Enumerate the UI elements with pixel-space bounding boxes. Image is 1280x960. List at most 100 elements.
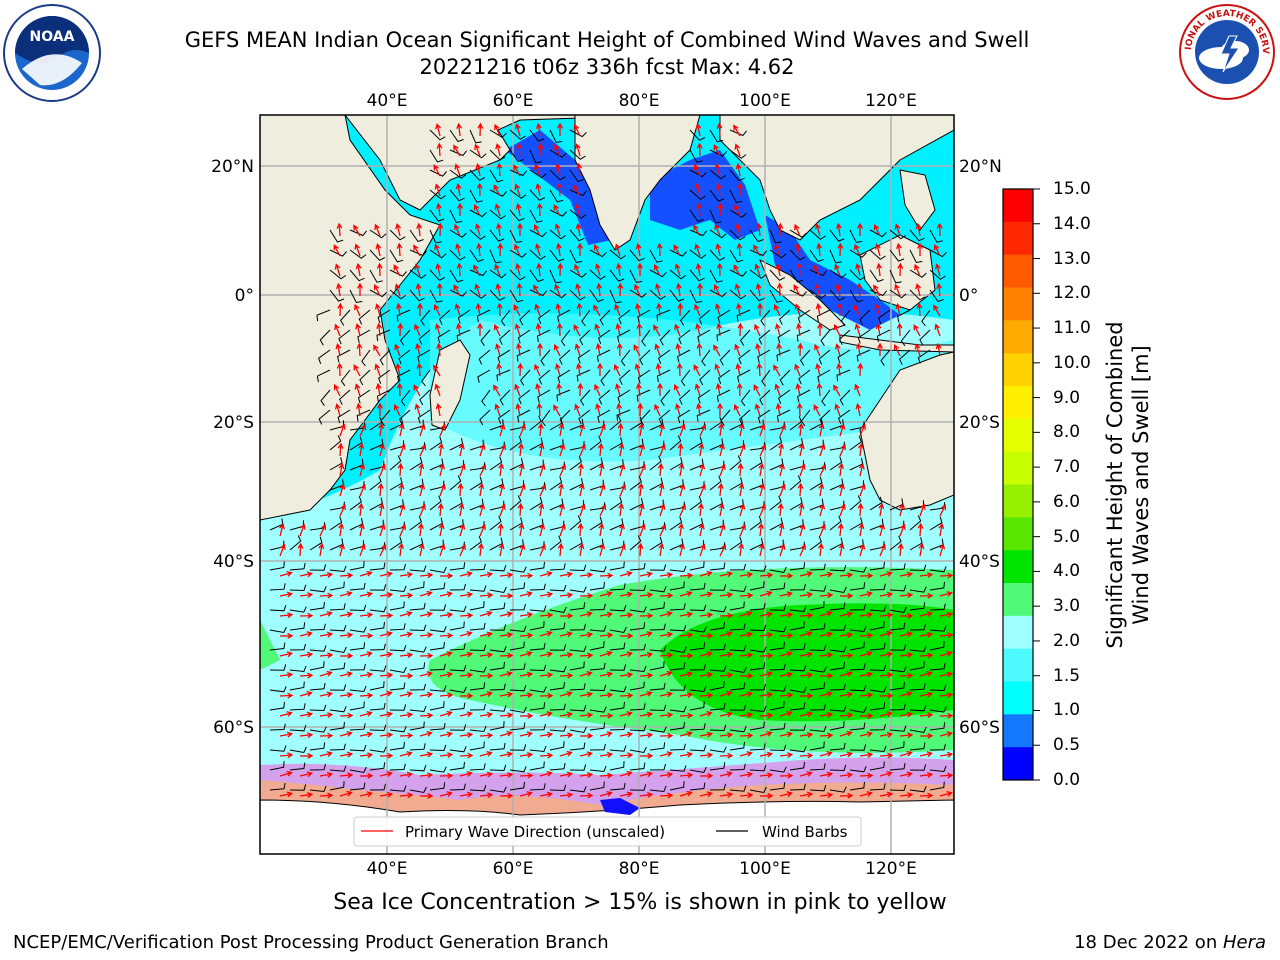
wind-barb [716,389,731,403]
wind-barb [617,389,631,404]
wave-arrow [476,182,483,197]
wind-barb [469,209,487,218]
lat-tick-right-60s: 60°S [959,718,1000,738]
wind-barb [829,229,845,242]
wind-barb [820,329,831,346]
wind-barb [909,661,925,671]
wave-arrow [559,750,573,757]
wind-barb [449,746,467,753]
wave-arrow [919,572,934,578]
wind-barb [609,642,626,651]
wind-barb [338,389,351,405]
wave-arrow [638,422,645,437]
wave-arrow [897,542,904,557]
wave-arrow [319,652,334,659]
wave-arrow [739,592,754,599]
wind-barb [869,229,887,238]
wind-barb [739,329,751,346]
wave-arrow [479,750,493,757]
wave-arrow [439,632,454,639]
wave-arrow [654,343,661,357]
wave-arrow [899,571,914,578]
wave-arrow [379,631,393,637]
wave-arrow [598,522,605,537]
wave-arrow [839,592,854,599]
wave-arrow [539,612,554,619]
wave-arrow [459,692,474,699]
wind-barb [509,582,526,591]
wind-barb [569,645,587,653]
wind-barb [469,249,484,263]
wind-barb [769,782,786,791]
wind-barb [609,604,627,612]
wave-arrow [553,404,561,417]
wind-barb [569,564,587,572]
wind-barb [869,745,887,753]
wind-barb [776,409,791,423]
wave-arrow [619,770,633,777]
wind-barb [729,477,743,491]
wave-arrow [716,322,723,337]
wave-arrow [334,403,341,417]
wave-arrow [575,222,582,237]
wave-arrow [519,731,534,738]
wave-arrow [417,522,424,537]
wind-barb [649,661,665,671]
wind-barb [609,561,625,571]
wave-arrow [319,771,334,778]
wind-barb [816,309,831,323]
wave-arrow [699,731,714,738]
wind-barb [889,584,907,592]
wave-arrow [499,572,514,579]
wind-barb [849,625,867,633]
wind-barb [597,329,611,344]
wave-arrow [634,363,641,377]
wave-arrow [637,482,644,497]
footer-date-text: 18 Dec 2022 on [1074,932,1223,953]
wind-barb [409,624,427,632]
wind-barb [529,189,546,201]
wave-arrow [559,792,574,798]
wind-barb [689,744,707,752]
wave-arrow [375,242,382,257]
wave-arrow [418,462,425,477]
wave-arrow [555,242,562,257]
wave-arrow [678,462,685,477]
wave-arrow [919,670,933,677]
wave-arrow [574,343,581,357]
wave-arrow [797,482,804,497]
wave-arrow [579,712,594,719]
wind-barb [709,762,726,771]
wind-barb [429,289,443,303]
wave-arrow [513,304,521,317]
wind-barb [869,605,887,612]
colorbar-tick-label: 0.5 [1053,735,1081,756]
wave-arrow [379,651,394,658]
wind-barb [509,129,526,140]
wind-barb [701,349,711,367]
wave-arrow [499,443,506,457]
wind-barb [749,721,765,731]
wave-arrow [779,463,785,477]
wind-barb [829,515,842,531]
wind-barb [738,409,751,425]
wave-arrow [855,402,862,417]
wave-arrow [719,791,734,798]
wave-arrow [719,463,726,477]
wave-arrow [759,671,773,677]
wave-arrow [574,203,581,217]
wave-arrow [477,322,483,336]
wind-barb [316,369,331,383]
wind-barb [349,782,366,791]
wave-arrow [759,443,767,457]
lat-tick-left-40s: 40°S [213,552,254,572]
wind-barb [409,602,426,611]
wind-barb [361,349,371,367]
wind-barb [369,762,386,771]
wave-arrow [775,402,782,417]
wind-barb [329,781,345,791]
wave-arrow [877,342,883,356]
wind-barb [516,349,531,362]
wave-arrow [679,572,694,579]
wave-arrow [739,571,754,578]
